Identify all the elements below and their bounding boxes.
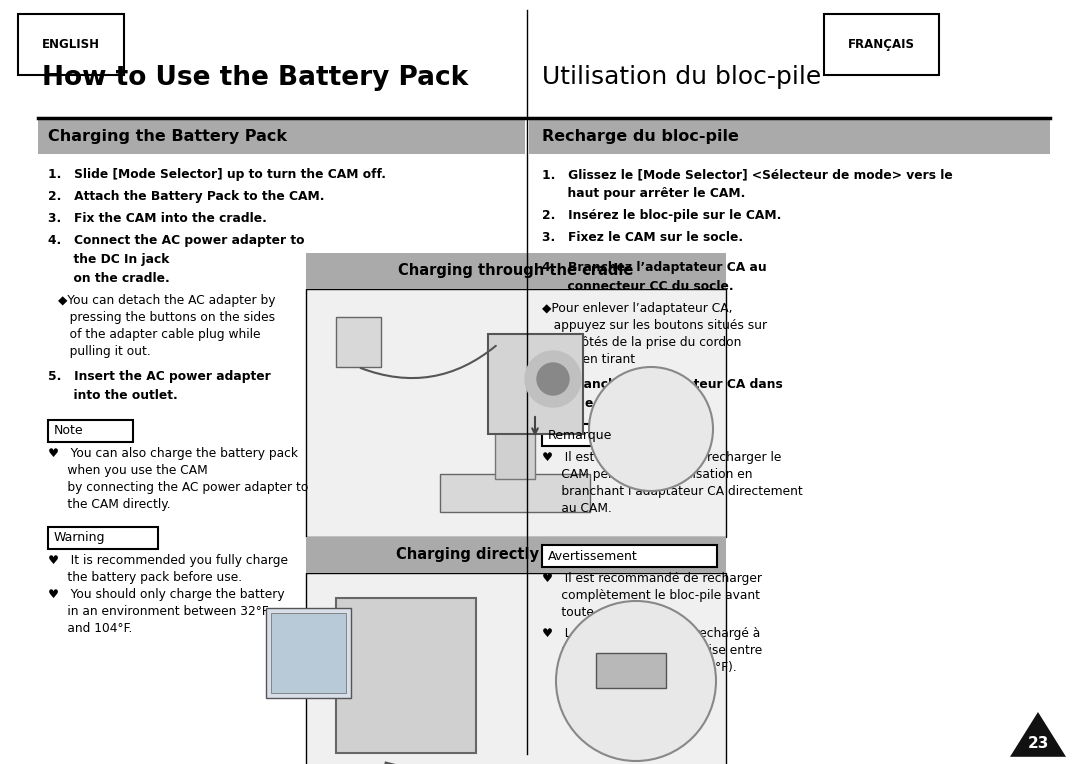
Text: 2.   Attach the Battery Pack to the CAM.: 2. Attach the Battery Pack to the CAM. — [48, 190, 324, 203]
Bar — [48, 527, 158, 549]
Text: the DC In jack: the DC In jack — [48, 253, 170, 266]
Text: CAM pendant son utilisation en: CAM pendant son utilisation en — [542, 468, 753, 481]
Text: in an environment between 32°F: in an environment between 32°F — [48, 605, 269, 618]
Bar — [542, 545, 717, 567]
Text: Recharge du bloc-pile: Recharge du bloc-pile — [542, 128, 739, 144]
Text: 0°C et 40°C ((32°F et104°F).: 0°C et 40°C ((32°F et104°F). — [542, 661, 737, 674]
Bar — [336, 317, 381, 367]
Text: pulling it out.: pulling it out. — [58, 345, 151, 358]
Text: au CAM.: au CAM. — [542, 502, 612, 515]
Text: the battery pack before use.: the battery pack before use. — [48, 571, 242, 584]
Text: ♥   Il est recommandé de recharger: ♥ Il est recommandé de recharger — [542, 572, 762, 585]
Bar — [306, 253, 726, 289]
Text: ◆You can detach the AC adapter by: ◆You can detach the AC adapter by — [58, 294, 275, 307]
Text: 3.   Fix the CAM into the cradle.: 3. Fix the CAM into the cradle. — [48, 212, 267, 225]
Circle shape — [525, 351, 581, 407]
Circle shape — [556, 601, 716, 761]
Text: 4.   Connect the AC power adapter to: 4. Connect the AC power adapter to — [48, 234, 305, 247]
Text: Note: Note — [54, 425, 83, 438]
Text: by connecting the AC power adapter to: by connecting the AC power adapter to — [48, 481, 309, 494]
Text: Avertissement: Avertissement — [548, 549, 638, 562]
Text: 3.   Fixez le CAM sur le socle.: 3. Fixez le CAM sur le socle. — [542, 231, 743, 244]
Bar — [440, 474, 590, 512]
Text: haut pour arrêter le CAM.: haut pour arrêter le CAM. — [542, 187, 745, 200]
Bar — [271, 613, 346, 693]
Text: une température comprise entre: une température comprise entre — [542, 644, 762, 657]
Text: toute utilisation.: toute utilisation. — [542, 606, 662, 619]
Text: 4.   Branchez l’adaptateur CA au: 4. Branchez l’adaptateur CA au — [542, 261, 767, 274]
Circle shape — [589, 367, 713, 491]
Text: Remarque: Remarque — [548, 429, 612, 442]
Bar — [38, 118, 525, 154]
Text: and 104°F.: and 104°F. — [48, 622, 133, 635]
Text: Charging through the cradle: Charging through the cradle — [399, 264, 634, 279]
Bar — [266, 608, 351, 698]
Bar — [306, 289, 726, 537]
Text: tout en tirant: tout en tirant — [542, 353, 635, 366]
Text: Warning: Warning — [54, 532, 106, 545]
Text: ♥   Le bloc-pile doit être rechargé à: ♥ Le bloc-pile doit être rechargé à — [542, 627, 760, 640]
Text: branchant l’adaptateur CA directement: branchant l’adaptateur CA directement — [542, 485, 802, 498]
Bar — [596, 653, 666, 688]
Text: FRANÇAIS: FRANÇAIS — [848, 38, 915, 51]
Text: 2.   Insérez le bloc-pile sur le CAM.: 2. Insérez le bloc-pile sur le CAM. — [542, 209, 781, 222]
Text: the CAM directly.: the CAM directly. — [48, 498, 171, 511]
Circle shape — [537, 363, 569, 395]
Polygon shape — [1010, 712, 1066, 757]
Text: Charging directly to the CAM: Charging directly to the CAM — [396, 548, 636, 562]
Text: connecteur CC du socle.: connecteur CC du socle. — [542, 280, 733, 293]
Text: into the outlet.: into the outlet. — [48, 389, 178, 402]
Text: Utilisation du bloc-pile: Utilisation du bloc-pile — [542, 65, 821, 89]
Bar — [495, 389, 535, 479]
Text: 5.   Insert the AC power adapter: 5. Insert the AC power adapter — [48, 370, 271, 383]
Bar — [542, 424, 657, 446]
Bar — [529, 118, 1050, 154]
Text: ENGLISH: ENGLISH — [42, 38, 100, 51]
Text: ◆Pour enlever l’adaptateur CA,: ◆Pour enlever l’adaptateur CA, — [542, 302, 732, 315]
Bar — [306, 537, 726, 573]
Bar — [48, 420, 133, 442]
Text: appuyez sur les boutons situés sur: appuyez sur les boutons situés sur — [542, 319, 767, 332]
Bar — [306, 573, 726, 764]
Text: 1.   Slide [Mode Selector] up to turn the CAM off.: 1. Slide [Mode Selector] up to turn the … — [48, 168, 386, 181]
Text: une prise murale.: une prise murale. — [542, 397, 690, 410]
Bar — [336, 598, 476, 753]
Text: of the adapter cable plug while: of the adapter cable plug while — [58, 328, 260, 341]
Text: when you use the CAM: when you use the CAM — [48, 464, 207, 477]
Text: 5.   Branchez l’adaptateur CA dans: 5. Branchez l’adaptateur CA dans — [542, 378, 783, 391]
Text: 23: 23 — [1027, 736, 1049, 752]
Text: Charging the Battery Pack: Charging the Battery Pack — [48, 128, 287, 144]
Text: ♥   You can also charge the battery pack: ♥ You can also charge the battery pack — [48, 447, 298, 460]
Text: ♥   It is recommended you fully charge: ♥ It is recommended you fully charge — [48, 554, 288, 567]
Text: 1.   Glissez le [Mode Selector] <Sélecteur de mode> vers le: 1. Glissez le [Mode Selector] <Sélecteur… — [542, 168, 953, 181]
Text: on the cradle.: on the cradle. — [48, 272, 170, 285]
Text: complètement le bloc-pile avant: complètement le bloc-pile avant — [542, 589, 760, 602]
Bar — [488, 334, 583, 434]
Text: ♥   You should only charge the battery: ♥ You should only charge the battery — [48, 588, 285, 601]
Text: les côtés de la prise du cordon: les côtés de la prise du cordon — [542, 336, 741, 349]
Text: ♥   Il est aussi possible de recharger le: ♥ Il est aussi possible de recharger le — [542, 451, 781, 464]
Text: How to Use the Battery Pack: How to Use the Battery Pack — [42, 65, 469, 91]
Text: pressing the buttons on the sides: pressing the buttons on the sides — [58, 311, 275, 324]
